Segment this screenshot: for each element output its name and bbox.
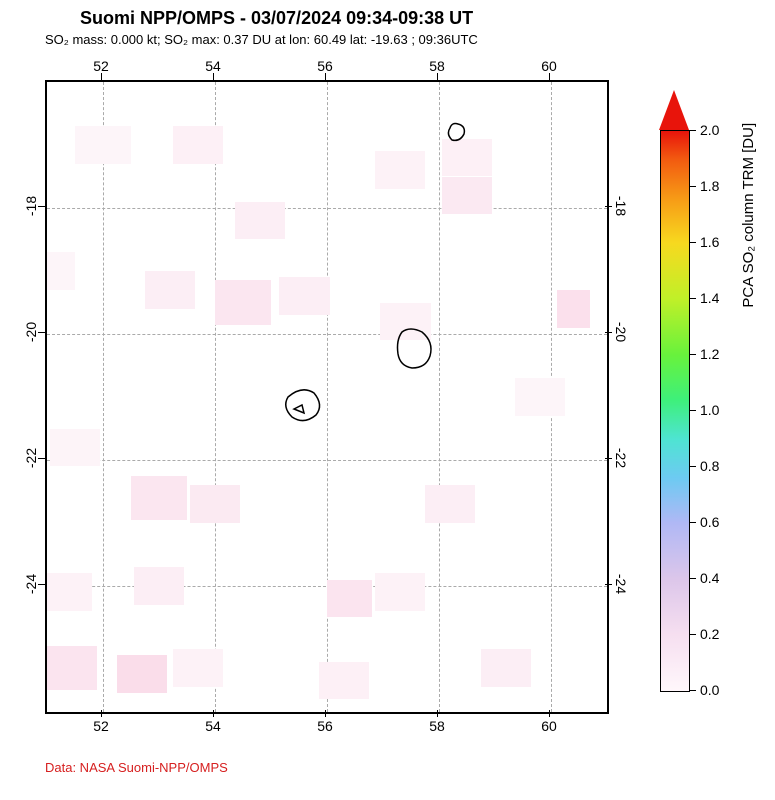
xtick-top: 58 [429,58,445,74]
ytick-left: -24 [23,574,39,594]
tick-mark [101,710,102,717]
so2-pixel [375,573,425,611]
tick-mark [38,206,45,207]
so2-pixel [190,485,240,523]
gridline-horizontal [47,208,607,209]
so2-pixel [75,126,131,164]
xtick-top: 52 [93,58,109,74]
so2-pixel [173,649,223,687]
so2-pixel [425,485,475,523]
colorbar-title: PCA SO₂ column TRM [DU] [740,123,757,308]
data-credit: Data: NASA Suomi-NPP/OMPS [45,760,228,775]
gridline-horizontal [47,334,607,335]
colorbar-tick-label: 2.0 [700,122,719,138]
colorbar-tick [690,466,696,467]
tick-mark [605,458,612,459]
colorbar-tick [690,410,696,411]
so2-pixel [442,177,492,215]
colorbar-tick [690,130,696,131]
so2-pixel [319,662,369,700]
xtick-bottom: 52 [93,718,109,734]
ytick-left: -20 [23,322,39,342]
colorbar-overflow-arrow [659,90,689,130]
colorbar-tick-label: 0.6 [700,514,719,530]
colorbar-tick-label: 0.8 [700,458,719,474]
colorbar-tick [690,522,696,523]
tick-mark [437,710,438,717]
so2-pixel [279,277,329,315]
colorbar-tick-label: 1.6 [700,234,719,250]
island-mauritius [384,320,444,380]
xtick-top: 60 [541,58,557,74]
tick-mark [213,73,214,80]
so2-pixel [481,649,531,687]
so2-pixel [134,567,184,605]
ytick-right: -24 [613,574,629,594]
so2-pixel [50,429,100,467]
colorbar-tick [690,690,696,691]
colorbar-gradient [660,130,690,692]
tick-mark [605,332,612,333]
tick-mark [38,332,45,333]
gridline-vertical [215,82,216,712]
tick-mark [605,206,612,207]
so2-pixel [45,646,97,690]
ytick-left: -18 [23,196,39,216]
so2-pixel [117,655,167,693]
tick-mark [213,710,214,717]
ytick-right: -20 [613,322,629,342]
tick-mark [549,710,550,717]
so2-pixel [131,476,187,520]
so2-pixel [557,290,591,328]
colorbar: 0.00.20.40.60.81.01.21.41.61.82.0 [660,90,688,690]
so2-pixel [375,151,425,189]
xtick-bottom: 58 [429,718,445,734]
colorbar-tick [690,186,696,187]
so2-pixel [45,252,75,290]
ytick-left: -22 [23,448,39,468]
so2-pixel [47,573,92,611]
xtick-bottom: 54 [205,718,221,734]
colorbar-tick-label: 1.2 [700,346,719,362]
gridline-vertical [103,82,104,712]
so2-pixel [145,271,195,309]
so2-pixel [235,202,285,240]
ytick-right: -18 [613,196,629,216]
map-plot-area [45,80,609,714]
tick-mark [325,710,326,717]
tick-mark [605,584,612,585]
so2-pixel [173,126,223,164]
tick-mark [437,73,438,80]
colorbar-tick [690,242,696,243]
colorbar-tick [690,578,696,579]
chart-title: Suomi NPP/OMPS - 03/07/2024 09:34-09:38 … [80,8,473,29]
so2-pixel [515,378,565,416]
gridline-horizontal [47,460,607,461]
ytick-right: -22 [613,448,629,468]
xtick-bottom: 56 [317,718,333,734]
colorbar-tick-label: 0.4 [700,570,719,586]
tick-mark [549,73,550,80]
island-reunion [272,373,332,433]
colorbar-tick-label: 1.4 [700,290,719,306]
chart-subtitle: SO₂ mass: 0.000 kt; SO₂ max: 0.37 DU at … [45,32,478,47]
colorbar-tick-label: 1.0 [700,402,719,418]
colorbar-tick-label: 0.2 [700,626,719,642]
xtick-bottom: 60 [541,718,557,734]
tick-mark [38,584,45,585]
tick-mark [38,458,45,459]
island-rodrigues [426,102,486,162]
colorbar-tick [690,634,696,635]
so2-pixel [215,280,271,324]
xtick-top: 56 [317,58,333,74]
colorbar-tick-label: 1.8 [700,178,719,194]
xtick-top: 54 [205,58,221,74]
colorbar-tick [690,298,696,299]
tick-mark [325,73,326,80]
colorbar-tick-label: 0.0 [700,682,719,698]
so2-pixel [327,580,372,618]
tick-mark [101,73,102,80]
colorbar-tick [690,354,696,355]
gridline-vertical [439,82,440,712]
